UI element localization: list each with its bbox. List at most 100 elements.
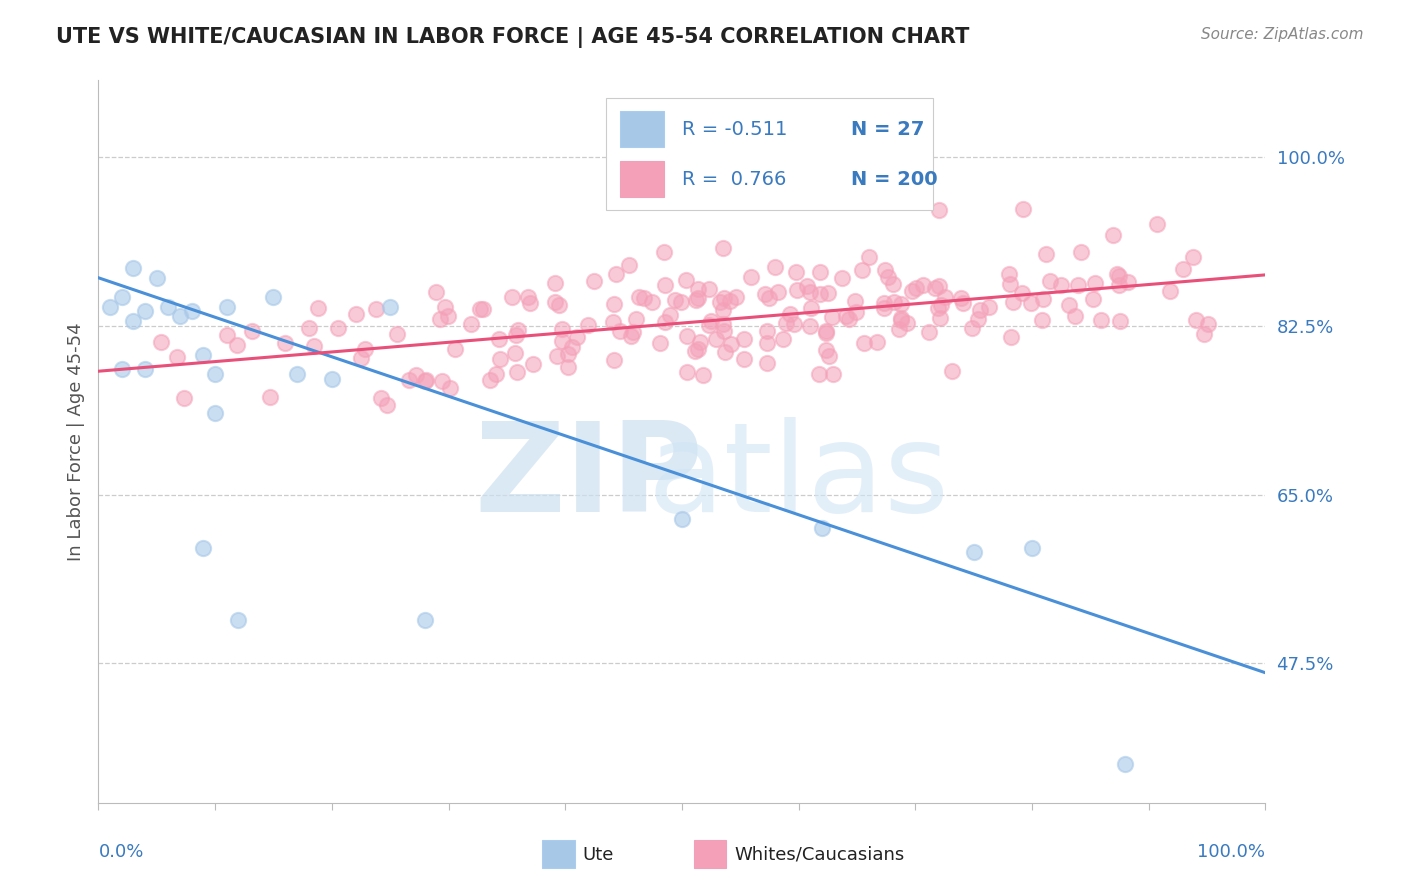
Point bbox=[1039, 274, 1062, 288]
Point bbox=[215, 328, 238, 343]
Point bbox=[157, 300, 180, 314]
FancyBboxPatch shape bbox=[606, 98, 932, 211]
Point bbox=[890, 313, 912, 327]
Text: 0.0%: 0.0% bbox=[98, 843, 143, 861]
Text: 100.0%: 100.0% bbox=[1198, 843, 1265, 861]
Point bbox=[683, 343, 706, 358]
Point bbox=[883, 294, 905, 309]
Point bbox=[817, 285, 839, 300]
Point bbox=[900, 284, 922, 298]
Point bbox=[1019, 296, 1042, 310]
Point bbox=[582, 274, 605, 288]
Point bbox=[506, 365, 529, 379]
Point bbox=[934, 290, 956, 304]
Point bbox=[808, 286, 831, 301]
Point bbox=[652, 244, 675, 259]
Point bbox=[548, 298, 571, 312]
Point bbox=[852, 336, 875, 351]
Point bbox=[1146, 218, 1168, 232]
Point bbox=[882, 277, 904, 292]
Point bbox=[756, 324, 779, 338]
Point bbox=[979, 300, 1001, 314]
Point bbox=[866, 335, 889, 350]
Point bbox=[460, 317, 482, 331]
Point bbox=[380, 300, 402, 314]
Point bbox=[1084, 276, 1107, 290]
Point bbox=[711, 241, 734, 255]
Point bbox=[439, 381, 461, 395]
Point bbox=[557, 360, 579, 375]
Point bbox=[962, 545, 984, 559]
Point bbox=[929, 298, 952, 312]
Point bbox=[150, 334, 173, 349]
Point bbox=[429, 312, 451, 326]
Point bbox=[1035, 246, 1057, 260]
Point bbox=[375, 398, 398, 412]
Point bbox=[876, 270, 898, 285]
Point bbox=[111, 362, 134, 376]
Point bbox=[692, 368, 714, 382]
Point bbox=[169, 310, 191, 324]
Point bbox=[259, 390, 281, 404]
Point bbox=[873, 296, 896, 310]
Point bbox=[436, 309, 458, 323]
Point bbox=[478, 372, 501, 386]
Text: Ute: Ute bbox=[582, 846, 614, 863]
Point bbox=[488, 332, 510, 346]
Point bbox=[815, 326, 838, 340]
Point bbox=[924, 281, 946, 295]
Point bbox=[799, 318, 821, 333]
Point bbox=[546, 349, 568, 363]
Point bbox=[912, 277, 935, 292]
Bar bbox=[541, 840, 575, 868]
Point bbox=[1050, 277, 1073, 292]
Point bbox=[415, 374, 437, 388]
Point bbox=[180, 304, 202, 318]
Point bbox=[544, 276, 567, 290]
Bar bbox=[620, 112, 665, 147]
Point bbox=[605, 267, 627, 281]
Point bbox=[967, 312, 990, 326]
Point bbox=[1171, 261, 1194, 276]
Point bbox=[766, 285, 789, 300]
Point bbox=[875, 263, 897, 277]
Point bbox=[699, 282, 721, 296]
Point bbox=[775, 317, 797, 331]
Point bbox=[225, 338, 247, 352]
Point bbox=[904, 281, 927, 295]
Point bbox=[204, 406, 226, 420]
Point bbox=[713, 292, 735, 306]
Point bbox=[814, 324, 837, 338]
Point bbox=[962, 320, 984, 334]
Point bbox=[166, 350, 188, 364]
Point bbox=[328, 321, 350, 335]
Point bbox=[659, 308, 682, 322]
Point bbox=[709, 295, 731, 310]
Point bbox=[927, 301, 949, 316]
Point bbox=[621, 325, 644, 339]
Point bbox=[686, 291, 709, 305]
Point bbox=[444, 342, 467, 356]
Point bbox=[602, 315, 624, 329]
Point bbox=[755, 356, 778, 370]
Point bbox=[551, 321, 574, 335]
Point bbox=[122, 261, 145, 276]
Point bbox=[929, 310, 952, 325]
Point bbox=[485, 367, 508, 381]
Point bbox=[758, 291, 780, 305]
Point bbox=[740, 270, 762, 285]
Text: ZIP: ZIP bbox=[474, 417, 703, 538]
Text: N = 200: N = 200 bbox=[851, 169, 938, 189]
Point bbox=[273, 336, 295, 351]
Point bbox=[969, 303, 991, 318]
Point bbox=[704, 332, 727, 346]
Text: R =  0.766: R = 0.766 bbox=[682, 169, 786, 189]
Point bbox=[565, 330, 588, 344]
Point bbox=[193, 348, 215, 362]
Point bbox=[779, 307, 801, 321]
Point bbox=[688, 342, 710, 356]
Point bbox=[1000, 277, 1022, 291]
Point bbox=[811, 521, 834, 535]
Point bbox=[468, 301, 491, 316]
Point bbox=[720, 337, 742, 351]
